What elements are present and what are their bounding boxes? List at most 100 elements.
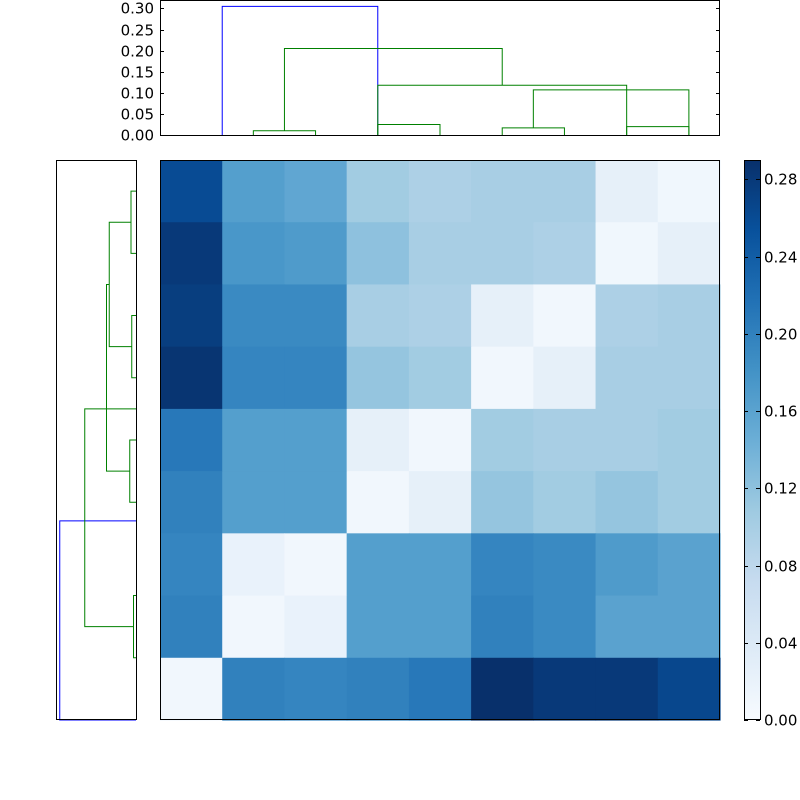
left-dendrogram-link [130, 190, 136, 254]
heatmap-cell [284, 284, 348, 348]
left-dendrogram-link [106, 283, 130, 472]
heatmap-cell [533, 346, 597, 410]
heatmap-cell [160, 284, 223, 348]
heatmap-cell [657, 533, 721, 597]
colorbar-tick-label: 0.12 [764, 480, 797, 498]
heatmap-cell [595, 471, 659, 534]
left-dendrogram-link [84, 408, 136, 628]
top-dendrogram-link [626, 126, 690, 135]
heatmap-cell [408, 471, 472, 534]
left-dendrogram-frame [56, 160, 137, 720]
left-dendrogram-link [129, 439, 136, 503]
top-dendrogram-ytick-label: 0.30 [121, 0, 154, 18]
heatmap-cell [284, 657, 348, 721]
heatmap-cell [657, 408, 721, 472]
colorbar-frame [744, 160, 761, 720]
heatmap-cell [408, 533, 472, 597]
heatmap-cell [533, 284, 597, 348]
heatmap-cell [160, 471, 223, 534]
heatmap-cell [284, 595, 348, 659]
heatmap-cell [595, 595, 659, 659]
heatmap-cell [222, 408, 286, 472]
left-dendrogram-link [133, 595, 136, 659]
heatmap-cell [346, 284, 410, 348]
heatmap-cell [471, 346, 534, 410]
heatmap-cell [595, 284, 659, 348]
heatmap-cell [222, 533, 286, 597]
top-dendrogram-link [283, 48, 503, 131]
heatmap-cell [471, 284, 534, 348]
heatmap-cell [346, 595, 410, 659]
colorbar-gradient [744, 160, 760, 720]
heatmap-cell [471, 222, 534, 286]
heatmap-cell [160, 160, 223, 223]
heatmap-cell [222, 657, 286, 721]
top-dendrogram-frame [160, 0, 720, 136]
heatmap-cell [471, 160, 534, 223]
heatmap-cell [533, 471, 597, 534]
top-dendrogram-ytick-label: 0.00 [121, 127, 154, 145]
heatmap-cell [408, 222, 472, 286]
left-dendrogram-link [108, 221, 132, 348]
heatmap-cell [657, 160, 721, 223]
heatmap-cell [533, 160, 597, 223]
heatmap-cell [595, 408, 659, 472]
heatmap-cell [284, 471, 348, 534]
colorbar-tick-label: 0.24 [764, 249, 797, 267]
heatmap-cell [471, 533, 534, 597]
heatmap-cell [657, 284, 721, 348]
top-dendrogram-ytick-label: 0.20 [121, 43, 154, 61]
top-dendrogram-link [532, 89, 690, 135]
colorbar-tick-label: 0.16 [764, 403, 797, 421]
colorbar-tick-label: 0.20 [764, 326, 797, 344]
top-dendrogram-link [377, 123, 441, 135]
heatmap-cell [657, 222, 721, 286]
top-dendrogram-link [221, 5, 379, 135]
heatmap-cell [533, 222, 597, 286]
top-dendrogram-ytick-label: 0.25 [121, 22, 154, 40]
left-dendrogram [59, 190, 136, 721]
colorbar-tick-label: 0.00 [764, 712, 797, 730]
colorbar-tick-label: 0.28 [764, 171, 797, 189]
heatmap-cell [595, 346, 659, 410]
heatmap-cell [346, 657, 410, 721]
heatmap-cell [657, 471, 721, 534]
heatmap-cell [408, 346, 472, 410]
heatmap-cell [533, 533, 597, 597]
heatmap-cell [284, 533, 348, 597]
heatmap-cell [284, 346, 348, 410]
top-dendrogram-link [252, 130, 317, 135]
heatmap-cell [346, 471, 410, 534]
heatmap-cell [595, 160, 659, 223]
heatmap-cell [222, 595, 286, 659]
heatmap-cell [222, 471, 286, 534]
top-dendrogram-ytick-label: 0.05 [121, 106, 154, 124]
heatmap-cell [471, 408, 534, 472]
heatmap-cell [222, 160, 286, 223]
heatmap-cell [284, 222, 348, 286]
heatmap-cell [471, 595, 534, 659]
heatmap-cell [160, 222, 223, 286]
left-dendrogram-link [59, 520, 136, 721]
heatmap-cell [408, 284, 472, 348]
heatmap-frame [160, 160, 720, 720]
heatmap-cell [346, 408, 410, 472]
heatmap-cell [284, 408, 348, 472]
heatmap-cell [471, 657, 534, 721]
heatmap-cell [160, 595, 223, 659]
heatmap-cell [595, 657, 659, 721]
heatmap-cell [657, 595, 721, 659]
colorbar-ticks: 0.00 0.04 0.08 0.12 0.16 0.20 0.24 0.28 [744, 171, 797, 730]
heatmap-cell [160, 533, 223, 597]
heatmap-cell [657, 657, 721, 721]
colorbar-tick-label: 0.08 [764, 558, 797, 576]
heatmap-cell [408, 657, 472, 721]
heatmap-cell [284, 160, 348, 223]
top-dendrogram-link [501, 127, 565, 135]
heatmap-cell [160, 657, 223, 721]
heatmap [160, 160, 721, 721]
top-dendrogram: 0.00 0.05 0.10 0.15 0.20 0.25 0.30 [121, 0, 720, 145]
colorbar-tick-label: 0.04 [764, 635, 797, 653]
heatmap-cell [346, 346, 410, 410]
